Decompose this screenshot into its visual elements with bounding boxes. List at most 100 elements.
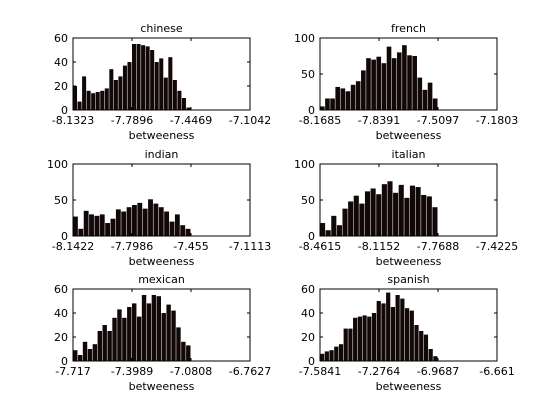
bar xyxy=(150,50,155,110)
bar xyxy=(353,195,359,236)
bar xyxy=(169,221,175,236)
bar xyxy=(426,196,432,236)
bar xyxy=(400,298,405,361)
bar xyxy=(427,82,433,110)
bar xyxy=(409,310,414,361)
x-tick-label: -8.1152 xyxy=(358,240,400,253)
axes-frame xyxy=(72,37,251,111)
subplot-title: spanish xyxy=(387,273,429,286)
bar xyxy=(97,331,102,361)
x-tick-label: -6.661 xyxy=(479,365,514,378)
bar xyxy=(95,92,100,110)
bar xyxy=(371,313,377,361)
bar xyxy=(109,69,114,110)
bar xyxy=(361,70,366,110)
bar xyxy=(153,203,159,236)
bar xyxy=(99,214,105,236)
bar xyxy=(113,80,118,110)
bar xyxy=(118,76,123,110)
bar xyxy=(104,88,109,110)
bar xyxy=(409,185,416,236)
bar xyxy=(404,308,410,361)
bar xyxy=(78,228,84,236)
bar xyxy=(186,107,191,110)
bar xyxy=(423,334,429,361)
x-axis-label: betweeness xyxy=(129,255,195,268)
bar xyxy=(181,341,186,361)
x-tick-label: -7.5841 xyxy=(299,365,341,378)
bar xyxy=(324,351,329,361)
bar xyxy=(148,199,153,236)
bar xyxy=(334,346,339,361)
y-tick-label: 100 xyxy=(294,32,315,45)
bar xyxy=(415,187,421,236)
y-tick-label: 50 xyxy=(301,194,315,207)
y-tick-label: 20 xyxy=(54,80,68,93)
subplot-french: 0 50 100 -8.1685 -7.8391 -7.5097 -7.1803 french… xyxy=(294,22,518,142)
y-tick-label: 40 xyxy=(301,307,315,320)
bar xyxy=(82,76,87,110)
bar xyxy=(105,223,111,236)
bar xyxy=(126,207,132,236)
bar xyxy=(329,350,334,361)
bar xyxy=(376,194,382,236)
bar xyxy=(82,341,88,361)
y-tick-label: 60 xyxy=(54,32,68,45)
bar xyxy=(107,331,112,361)
bar xyxy=(350,84,356,110)
bar xyxy=(154,62,159,110)
bar xyxy=(381,63,387,110)
subplot-title: chinese xyxy=(140,22,183,35)
bar xyxy=(325,98,330,110)
y-tick-label: 0 xyxy=(61,230,68,243)
bar xyxy=(366,58,371,110)
bar xyxy=(168,57,173,110)
bar xyxy=(127,62,132,110)
x-tick-label: -7.455 xyxy=(173,240,208,253)
y-tick-label: 0 xyxy=(61,104,68,117)
x-axis-label: betweeness xyxy=(129,380,195,393)
x-tick-label: -8.1323 xyxy=(52,114,94,127)
subplot-mexican: 0 20 40 60 -7.717 -7.3989 -7.0808 -6.7627 mexica… xyxy=(54,273,271,393)
bar xyxy=(370,188,376,236)
bar xyxy=(145,46,150,110)
bar xyxy=(335,86,341,110)
x-tick-label: -7.4469 xyxy=(170,114,212,127)
bar xyxy=(137,202,143,236)
bar xyxy=(73,350,78,361)
bar xyxy=(386,46,392,110)
bar xyxy=(338,344,344,361)
y-tick-label: 50 xyxy=(301,68,315,81)
bar xyxy=(422,89,428,110)
y-tick-label: 0 xyxy=(308,104,315,117)
bar xyxy=(171,310,176,361)
x-tick-label: -7.717 xyxy=(55,365,90,378)
bar xyxy=(390,307,396,361)
bar xyxy=(91,93,96,110)
bar xyxy=(122,317,127,361)
x-tick-label: -7.1803 xyxy=(476,114,518,127)
bar xyxy=(132,303,137,361)
bar xyxy=(345,91,351,110)
bar xyxy=(121,211,127,236)
bar xyxy=(172,80,177,110)
bar xyxy=(73,216,78,236)
bar xyxy=(396,52,402,110)
bar xyxy=(181,98,186,110)
x-axis-label: betweeness xyxy=(376,255,442,268)
y-tick-label: 20 xyxy=(301,331,315,344)
bar xyxy=(404,197,410,236)
bar xyxy=(432,98,438,110)
y-tick-label: 40 xyxy=(54,307,68,320)
bar xyxy=(185,228,191,236)
bar xyxy=(343,328,348,361)
bar xyxy=(412,56,417,110)
bar xyxy=(164,211,170,236)
y-tick-label: 20 xyxy=(54,331,68,344)
x-tick-label: -8.1685 xyxy=(299,114,341,127)
bar xyxy=(340,88,346,110)
bar xyxy=(110,218,116,236)
x-tick-label: -7.0808 xyxy=(170,365,212,378)
bar xyxy=(86,90,91,110)
bar xyxy=(362,315,367,361)
